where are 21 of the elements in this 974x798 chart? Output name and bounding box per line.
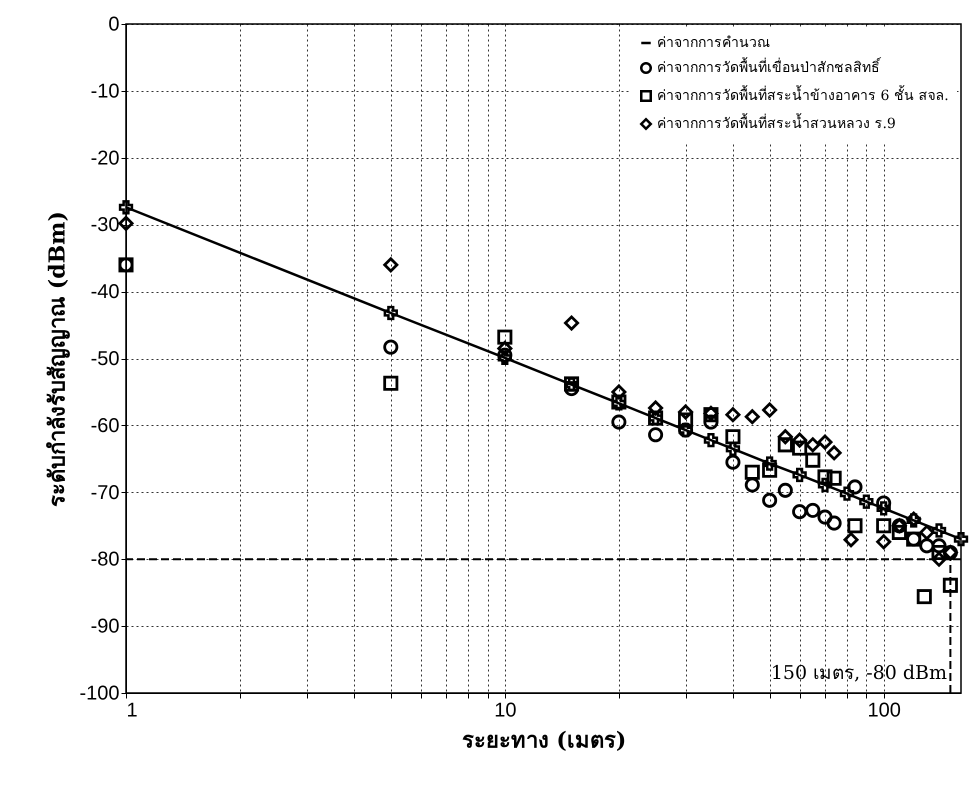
y-tick-label: -90 <box>90 616 120 638</box>
y-axis-title: ระดับกำลังรับสัญญาณ (dBm) <box>44 211 70 507</box>
x-tick-label: 100 <box>867 700 901 722</box>
y-tick-label: -80 <box>90 548 120 571</box>
annotation: 150 เมตร, -80 dBm <box>770 662 947 684</box>
y-tick-label: -40 <box>90 281 120 304</box>
legend-label: ค่าจากการวัดพื้นที่สระน้ำสวนหลวง ร.9 <box>657 113 896 132</box>
y-tick-label: -30 <box>90 214 120 236</box>
legend-label: ค่าจากการคำนวณ <box>657 35 770 51</box>
y-tick-label: -70 <box>90 482 120 504</box>
x-tick-label: 1 <box>126 700 138 722</box>
y-tick-label: -60 <box>90 414 120 437</box>
x-axis-title: ระยะทาง (เมตร) <box>462 728 626 754</box>
y-tick-label: -50 <box>90 348 120 370</box>
y-tick-label: 0 <box>108 14 120 36</box>
y-tick-label: -100 <box>79 682 120 704</box>
y-tick-label: -20 <box>90 147 120 170</box>
legend-label: ค่าจากการวัดพื้นที่สระน้ำข้างอาคาร 6 ชั้น สจล. <box>657 85 949 104</box>
x-tick-label: 10 <box>494 700 516 722</box>
legend-label: ค่าจากการวัดพื้นที่เขื่อนป่าสักชลสิทธิ์ <box>657 57 882 76</box>
y-tick-label: -10 <box>90 80 120 102</box>
